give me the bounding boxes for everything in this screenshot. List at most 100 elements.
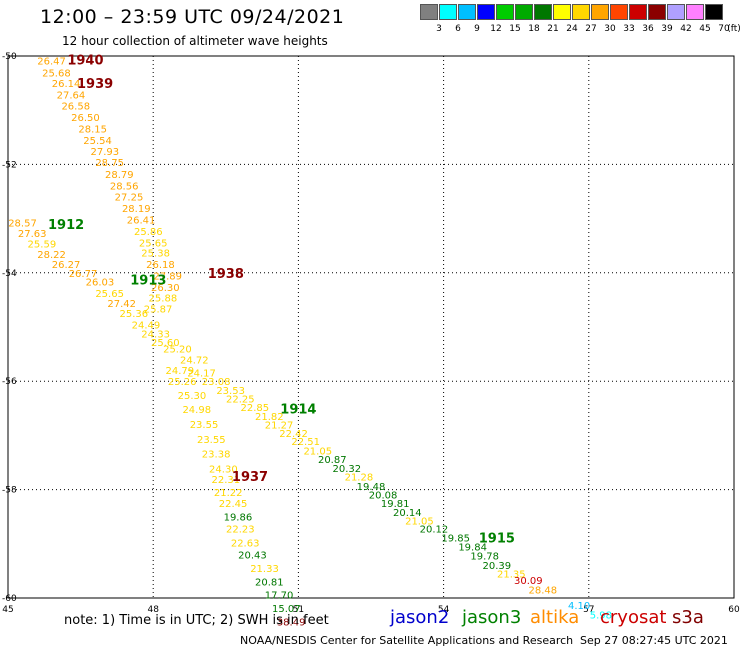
x-tick-label: 57 bbox=[583, 605, 594, 615]
wave-height-labels: 26.4725.6826.1427.6426.5826.5028.1525.54… bbox=[8, 56, 612, 628]
legend-label: 33 bbox=[623, 24, 635, 34]
wave-height-label: 28.79 bbox=[105, 170, 134, 181]
wave-height-label: 21.05 bbox=[303, 447, 332, 458]
wave-height-label: 26.18 bbox=[146, 260, 175, 271]
wave-height-label: 21.35 bbox=[497, 570, 526, 581]
wave-height-label: 23.38 bbox=[202, 449, 231, 460]
legend-swatch bbox=[439, 4, 457, 20]
x-tick-label: 48 bbox=[147, 605, 159, 615]
wave-height-label: 22.51 bbox=[291, 437, 320, 448]
wave-height-label: 25.26 bbox=[168, 377, 197, 388]
pass-number-labels: 1940 1939 1912 1913 1938 1914 1937 1915 bbox=[48, 53, 515, 546]
wave-height-label: 24.98 bbox=[182, 405, 211, 416]
wave-height-label: 19.86 bbox=[224, 513, 253, 524]
wave-height-label: 26.58 bbox=[61, 101, 90, 112]
y-tick-label: -56 bbox=[2, 377, 17, 387]
map-frame bbox=[7, 55, 735, 599]
wave-height-label: 25.54 bbox=[83, 136, 112, 147]
legend-swatch bbox=[553, 4, 571, 20]
legend-swatch bbox=[496, 4, 514, 20]
wave-height-label: 4.10 bbox=[568, 601, 590, 612]
wave-height-label: 19.48 bbox=[357, 482, 386, 493]
y-tick-label: -52 bbox=[2, 160, 17, 170]
legend-label: 30 bbox=[604, 24, 616, 34]
wave-height-label: 24.49 bbox=[132, 320, 161, 331]
axis-tick-labels: 45 48 51 54 57 60 -50 -52 -54 -56 -58 -60 bbox=[2, 52, 740, 615]
wave-height-label: 30.09 bbox=[514, 576, 543, 587]
legend-label: (ft) bbox=[727, 24, 740, 34]
wave-height-label: 21.27 bbox=[265, 421, 294, 432]
wave-height-label: 20.12 bbox=[420, 525, 449, 536]
wave-height-label: 25.87 bbox=[144, 305, 173, 316]
wave-height-label: 26.47 bbox=[37, 56, 66, 67]
legend-swatch bbox=[477, 4, 495, 20]
legend-swatch bbox=[667, 4, 685, 20]
pass-number-label: 1940 bbox=[67, 53, 103, 68]
wave-height-label: 21.33 bbox=[250, 564, 279, 575]
wave-height-label: 20.14 bbox=[393, 508, 422, 519]
wave-height-label: 25.20 bbox=[163, 345, 192, 356]
y-tick-label: -50 bbox=[2, 52, 17, 62]
generated-timestamp: Sep 27 08:27:45 UTC 2021 bbox=[580, 634, 728, 647]
footnote: note: 1) Time is in UTC; 2) SWH is in fe… bbox=[64, 613, 329, 628]
wave-height-label: 5.98 bbox=[590, 610, 612, 621]
wave-height-label: 15.07 bbox=[272, 604, 301, 615]
map-grid bbox=[8, 56, 734, 598]
wave-height-label: 22.31 bbox=[211, 475, 240, 486]
wave-height-label: 17.70 bbox=[265, 591, 294, 602]
legend-label: 12 bbox=[490, 24, 502, 34]
legend-swatch bbox=[629, 4, 647, 20]
wave-height-label: 19.78 bbox=[470, 552, 499, 563]
wave-height-label: 20.81 bbox=[255, 578, 284, 589]
wave-height-label: 28.22 bbox=[37, 250, 66, 261]
wave-height-label: 22.63 bbox=[231, 539, 260, 550]
wave-height-label: 19.81 bbox=[381, 499, 410, 510]
wave-height-label: 19.85 bbox=[441, 533, 470, 544]
wave-height-label: 20.08 bbox=[369, 490, 398, 501]
map-subtitle: 12 hour collection of altimeter wave hei… bbox=[62, 34, 328, 48]
wave-height-label: 27.89 bbox=[153, 272, 182, 283]
legend-swatch bbox=[534, 4, 552, 20]
wave-height-label: 22.45 bbox=[219, 499, 248, 510]
wave-height-label: 24.17 bbox=[187, 369, 216, 380]
wave-height-label: 27.64 bbox=[57, 90, 86, 101]
wave-height-label: 26.03 bbox=[86, 277, 115, 288]
wave-height-label: 26.27 bbox=[52, 260, 81, 271]
legend-label: 24 bbox=[566, 24, 578, 34]
wave-height-label: 25.68 bbox=[42, 68, 71, 79]
wave-height-label: 28.19 bbox=[122, 204, 151, 215]
legend-label: 9 bbox=[474, 24, 480, 34]
wave-height-label: 26.77 bbox=[69, 269, 98, 280]
satellite-label-jason3: jason3 bbox=[462, 607, 522, 628]
wave-height-label: 21.05 bbox=[405, 516, 434, 527]
legend-label: 6 bbox=[455, 24, 461, 34]
legend-label: 18 bbox=[528, 24, 540, 34]
wave-height-label: 23.55 bbox=[190, 420, 219, 431]
wave-height-label: 24.33 bbox=[141, 330, 170, 341]
legend-swatch bbox=[705, 4, 723, 20]
wave-height-label: 28.57 bbox=[8, 218, 37, 229]
wave-height-label: 25.65 bbox=[95, 289, 124, 300]
satellite-label-altika: altika bbox=[530, 607, 580, 628]
wave-height-label: 22.42 bbox=[279, 429, 308, 440]
wave-height-label: 22.23 bbox=[226, 525, 255, 536]
wave-height-label: 27.42 bbox=[107, 299, 136, 310]
wave-height-label: 19.84 bbox=[458, 543, 487, 554]
wave-height-label: 27.93 bbox=[90, 147, 119, 158]
wave-height-label: 25.30 bbox=[178, 391, 207, 402]
wave-height-label: 25.65 bbox=[139, 238, 168, 249]
wave-height-label: 20.39 bbox=[483, 561, 512, 572]
wave-height-label: 26.50 bbox=[71, 113, 100, 124]
legend-swatch bbox=[610, 4, 628, 20]
wave-height-label: 26.14 bbox=[52, 79, 81, 90]
pass-number-label: 1938 bbox=[208, 267, 244, 282]
pass-number-label: 1939 bbox=[77, 77, 113, 92]
pass-number-label: 1912 bbox=[48, 218, 84, 233]
wave-height-label: 23.08 bbox=[202, 377, 231, 388]
satellite-label-s3a: s3a bbox=[672, 607, 704, 628]
satellite-label-cryosat: cryosat bbox=[600, 607, 667, 628]
pass-number-label: 1915 bbox=[479, 531, 515, 546]
x-tick-label: 60 bbox=[728, 605, 740, 615]
wave-height-label: 25.36 bbox=[120, 309, 149, 320]
